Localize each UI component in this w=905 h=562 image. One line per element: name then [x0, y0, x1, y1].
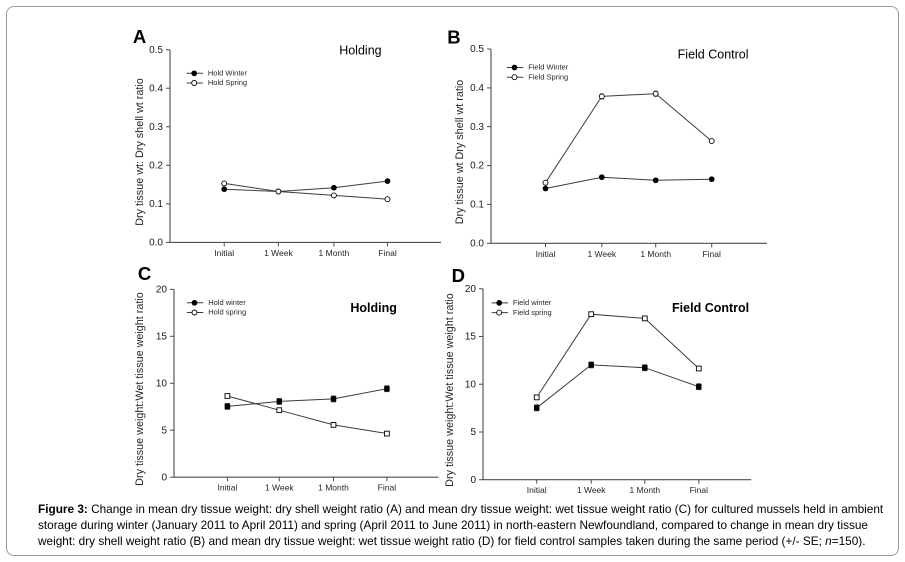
svg-text:0.1: 0.1: [470, 200, 484, 211]
svg-text:Initial: Initial: [217, 483, 237, 493]
svg-text:0.0: 0.0: [470, 238, 484, 249]
svg-text:0: 0: [161, 472, 167, 483]
svg-text:0.3: 0.3: [149, 122, 163, 133]
svg-text:15: 15: [156, 331, 168, 342]
svg-text:A: A: [133, 26, 146, 47]
svg-text:0.5: 0.5: [149, 45, 163, 56]
svg-text:1 Month: 1 Month: [629, 485, 660, 495]
svg-text:Final: Final: [690, 485, 709, 495]
svg-text:Field Spring: Field Spring: [528, 72, 568, 81]
svg-text:Hold Winter: Hold Winter: [208, 69, 248, 78]
svg-text:Holding: Holding: [339, 44, 381, 58]
svg-text:Initial: Initial: [214, 248, 234, 258]
svg-text:Hold winter: Hold winter: [208, 298, 246, 307]
svg-text:20: 20: [465, 284, 477, 295]
svg-text:Initial: Initial: [527, 485, 547, 495]
svg-text:0.0: 0.0: [149, 238, 163, 249]
svg-text:Final: Final: [378, 483, 397, 493]
svg-text:Final: Final: [378, 248, 397, 258]
svg-text:Hold Spring: Hold Spring: [208, 78, 247, 87]
svg-text:10: 10: [156, 378, 168, 389]
svg-text:0.4: 0.4: [470, 83, 484, 94]
svg-text:1 Week: 1 Week: [265, 483, 294, 493]
svg-text:1 Month: 1 Month: [318, 483, 349, 493]
svg-text:Field Winter: Field Winter: [528, 63, 569, 72]
svg-text:Field Control: Field Control: [672, 301, 749, 315]
svg-text:C: C: [138, 263, 151, 284]
svg-text:1 Month: 1 Month: [640, 249, 671, 259]
svg-text:0.3: 0.3: [470, 122, 484, 133]
svg-text:Final: Final: [702, 249, 721, 259]
svg-text:10: 10: [465, 379, 477, 390]
svg-text:Initial: Initial: [536, 249, 556, 259]
svg-text:0.5: 0.5: [470, 44, 484, 55]
svg-text:15: 15: [465, 332, 477, 343]
svg-text:1 Month: 1 Month: [319, 248, 350, 258]
svg-text:1 Week: 1 Week: [577, 485, 606, 495]
svg-text:0.2: 0.2: [470, 161, 484, 172]
svg-text:5: 5: [161, 425, 167, 436]
svg-text:1 Week: 1 Week: [587, 249, 616, 259]
svg-text:Field spring: Field spring: [513, 308, 552, 317]
svg-text:0: 0: [470, 475, 476, 486]
svg-text:20: 20: [156, 285, 168, 296]
svg-text:1 Week: 1 Week: [264, 248, 293, 258]
svg-text:5: 5: [470, 427, 476, 438]
svg-text:Holding: Holding: [350, 301, 397, 315]
svg-text:0.1: 0.1: [149, 199, 163, 210]
svg-text:Field winter: Field winter: [513, 298, 552, 307]
svg-text:0.2: 0.2: [149, 160, 163, 171]
svg-text:D: D: [452, 265, 465, 286]
svg-text:B: B: [447, 26, 460, 47]
svg-text:Hold spring: Hold spring: [208, 308, 246, 317]
svg-text:0.4: 0.4: [149, 83, 163, 94]
svg-text:Field Control: Field Control: [678, 48, 749, 62]
